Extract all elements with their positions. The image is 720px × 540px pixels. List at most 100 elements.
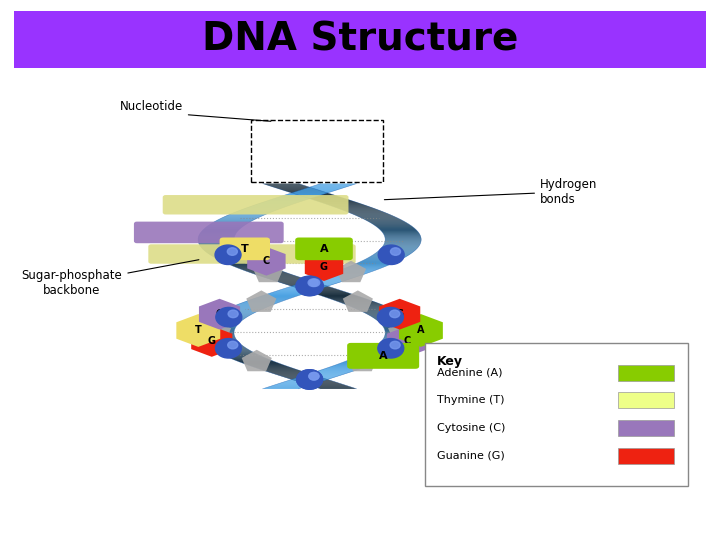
Polygon shape: [334, 271, 373, 272]
Polygon shape: [294, 194, 334, 195]
Polygon shape: [341, 362, 379, 363]
Polygon shape: [285, 381, 324, 382]
Polygon shape: [215, 350, 252, 352]
Polygon shape: [328, 273, 367, 274]
Polygon shape: [199, 328, 235, 329]
Polygon shape: [272, 198, 312, 199]
Text: G: G: [396, 309, 404, 319]
Text: Adenine (A): Adenine (A): [437, 368, 503, 377]
Polygon shape: [325, 297, 364, 298]
Polygon shape: [201, 231, 238, 232]
Polygon shape: [241, 302, 279, 303]
Polygon shape: [379, 342, 416, 343]
Polygon shape: [305, 383, 344, 384]
Polygon shape: [199, 235, 235, 236]
Polygon shape: [378, 343, 415, 345]
Polygon shape: [217, 259, 255, 260]
Polygon shape: [375, 319, 413, 320]
Polygon shape: [264, 294, 304, 295]
Polygon shape: [329, 366, 369, 367]
Polygon shape: [245, 364, 284, 365]
Polygon shape: [364, 313, 402, 314]
Polygon shape: [331, 299, 370, 300]
Polygon shape: [274, 280, 313, 281]
Polygon shape: [245, 207, 284, 208]
Circle shape: [297, 370, 323, 389]
Polygon shape: [176, 314, 220, 347]
Polygon shape: [192, 326, 233, 357]
Polygon shape: [301, 196, 341, 197]
Polygon shape: [375, 226, 413, 227]
Polygon shape: [384, 241, 421, 242]
Circle shape: [228, 310, 238, 318]
Polygon shape: [300, 289, 339, 290]
Polygon shape: [319, 276, 358, 278]
Polygon shape: [199, 244, 235, 245]
Polygon shape: [307, 198, 347, 199]
Polygon shape: [248, 206, 287, 207]
Polygon shape: [216, 220, 254, 221]
Polygon shape: [384, 244, 420, 245]
Polygon shape: [385, 237, 421, 238]
Polygon shape: [351, 358, 390, 359]
Polygon shape: [269, 186, 308, 187]
Polygon shape: [215, 221, 252, 222]
Circle shape: [228, 248, 238, 255]
Polygon shape: [210, 255, 248, 256]
Polygon shape: [200, 339, 237, 340]
Polygon shape: [207, 226, 244, 227]
Polygon shape: [215, 314, 253, 315]
Polygon shape: [358, 262, 396, 263]
Polygon shape: [312, 293, 351, 294]
FancyBboxPatch shape: [295, 238, 353, 260]
Polygon shape: [210, 348, 247, 349]
Polygon shape: [249, 272, 288, 273]
Polygon shape: [292, 192, 331, 193]
Polygon shape: [372, 348, 410, 349]
Polygon shape: [384, 328, 420, 329]
Polygon shape: [227, 357, 266, 358]
Polygon shape: [334, 300, 373, 301]
Polygon shape: [295, 191, 334, 192]
Polygon shape: [362, 312, 400, 313]
Polygon shape: [384, 335, 421, 336]
Polygon shape: [353, 307, 391, 308]
Circle shape: [390, 248, 400, 255]
Polygon shape: [384, 330, 421, 331]
Polygon shape: [350, 265, 389, 266]
Polygon shape: [341, 210, 379, 211]
Polygon shape: [248, 365, 287, 366]
FancyBboxPatch shape: [163, 195, 348, 214]
Polygon shape: [274, 291, 313, 292]
Polygon shape: [385, 334, 421, 335]
Text: C: C: [404, 336, 411, 347]
Polygon shape: [308, 187, 347, 188]
Polygon shape: [369, 222, 407, 223]
Polygon shape: [198, 330, 235, 331]
Polygon shape: [363, 353, 401, 354]
Polygon shape: [367, 350, 405, 352]
Circle shape: [296, 276, 322, 296]
Polygon shape: [203, 322, 240, 323]
Polygon shape: [203, 229, 240, 230]
Polygon shape: [225, 215, 263, 217]
Polygon shape: [255, 297, 294, 298]
Polygon shape: [230, 213, 268, 214]
Polygon shape: [366, 314, 404, 315]
Polygon shape: [276, 197, 315, 198]
Polygon shape: [317, 370, 356, 372]
Polygon shape: [222, 217, 261, 218]
Polygon shape: [203, 342, 240, 343]
Polygon shape: [362, 260, 400, 261]
Polygon shape: [228, 264, 266, 265]
Polygon shape: [310, 292, 348, 293]
Polygon shape: [198, 335, 235, 336]
Polygon shape: [246, 300, 285, 301]
Polygon shape: [311, 386, 350, 387]
Polygon shape: [380, 341, 418, 342]
Text: Nucleotide: Nucleotide: [120, 100, 271, 122]
Polygon shape: [198, 331, 234, 332]
Polygon shape: [353, 264, 391, 265]
Polygon shape: [349, 212, 387, 213]
Polygon shape: [293, 285, 333, 286]
